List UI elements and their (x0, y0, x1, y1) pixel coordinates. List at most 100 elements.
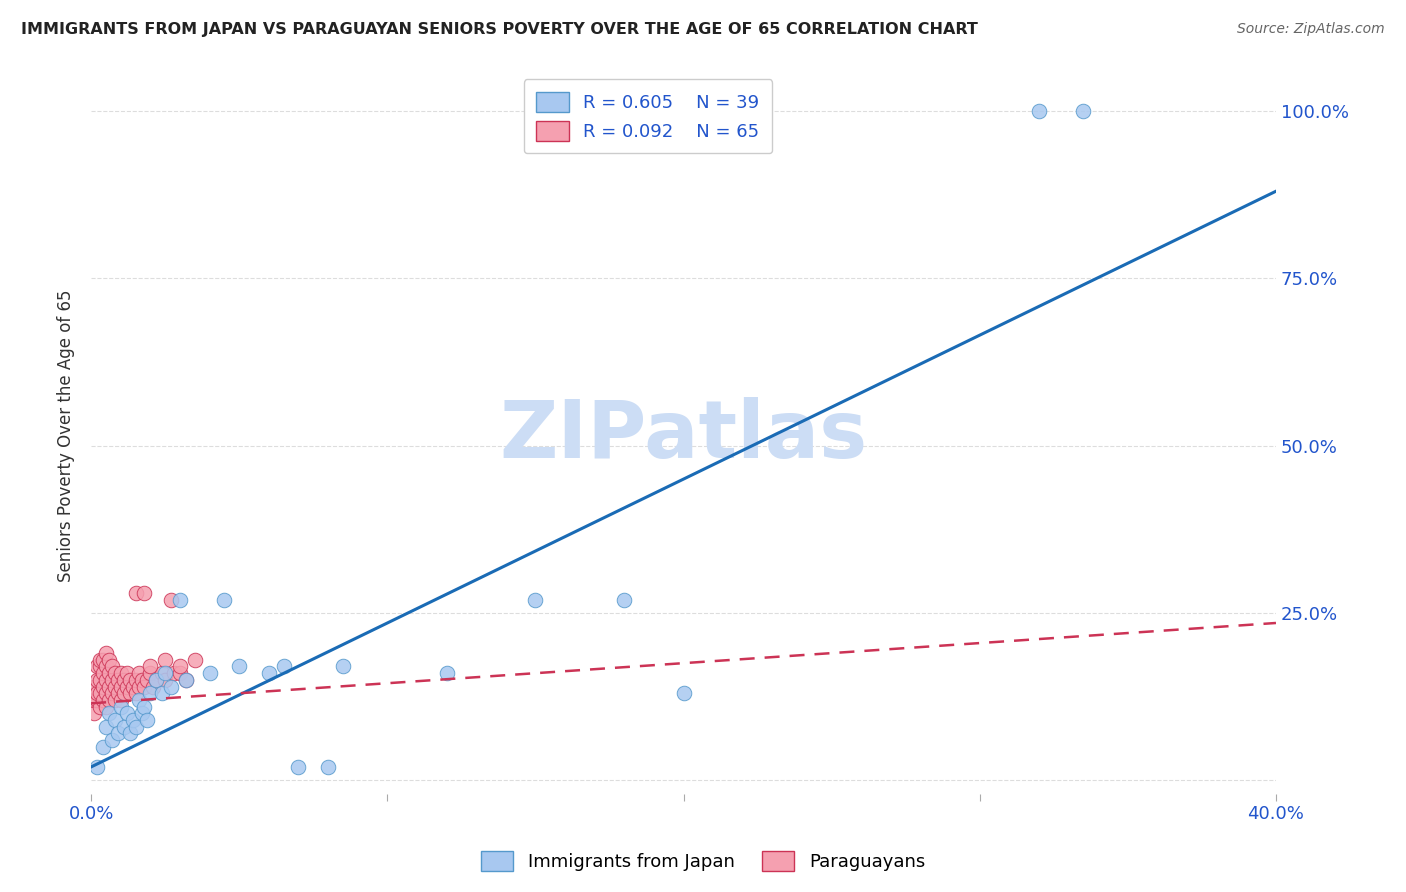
Point (83, 693, 105, 707)
Point (142, 680, 165, 694)
Point (83, 706, 105, 721)
Point (110, 693, 132, 707)
Point (94, 720, 117, 734)
Point (118, 726, 141, 740)
Text: ZIPatlas: ZIPatlas (499, 397, 868, 475)
Point (104, 680, 127, 694)
Point (160, 592, 183, 607)
Point (273, 659, 295, 673)
Point (160, 680, 183, 694)
Point (169, 666, 191, 681)
Point (94, 646, 117, 660)
Point (115, 680, 138, 694)
Point (124, 720, 146, 734)
Point (613, 592, 636, 607)
Point (97, 653, 120, 667)
Point (107, 673, 129, 687)
Point (174, 673, 197, 687)
Point (86, 760, 108, 774)
Point (169, 592, 191, 607)
Point (112, 720, 135, 734)
Point (214, 592, 236, 607)
Point (86, 673, 108, 687)
Point (89, 673, 111, 687)
Point (110, 699, 132, 714)
Point (257, 666, 280, 681)
Point (145, 673, 167, 687)
Point (150, 686, 173, 700)
Point (139, 686, 162, 700)
Point (118, 673, 141, 687)
Point (436, 666, 458, 681)
Point (672, 686, 695, 700)
Point (91, 666, 114, 681)
Point (86, 686, 108, 700)
Point (91, 680, 114, 694)
Point (169, 659, 191, 673)
Point (110, 666, 132, 681)
Point (128, 680, 150, 694)
Point (131, 706, 153, 721)
Point (287, 760, 309, 774)
Point (134, 680, 156, 694)
Point (89, 659, 111, 673)
Point (134, 699, 156, 714)
Y-axis label: Seniors Poverty Over the Age of 65: Seniors Poverty Over the Age of 65 (58, 289, 75, 582)
Point (101, 659, 124, 673)
Point (118, 686, 141, 700)
Point (153, 653, 176, 667)
Point (94, 699, 117, 714)
Point (101, 686, 124, 700)
Point (128, 666, 150, 681)
Text: Source: ZipAtlas.com: Source: ZipAtlas.com (1237, 22, 1385, 37)
Point (107, 726, 129, 740)
Point (91, 739, 114, 754)
Point (101, 673, 124, 687)
Point (153, 673, 176, 687)
Point (121, 713, 143, 727)
Point (139, 659, 162, 673)
Point (163, 666, 186, 681)
Point (101, 733, 124, 747)
Point (94, 673, 117, 687)
Point (316, 760, 339, 774)
Point (124, 686, 146, 700)
Legend: Immigrants from Japan, Paraguayans: Immigrants from Japan, Paraguayans (474, 844, 932, 879)
Point (89, 699, 111, 714)
Point (174, 673, 197, 687)
Point (83, 680, 105, 694)
Point (153, 666, 176, 681)
Point (97, 706, 120, 721)
Point (89, 653, 111, 667)
Point (104, 666, 127, 681)
Point (86, 693, 108, 707)
Text: IMMIGRANTS FROM JAPAN VS PARAGUAYAN SENIORS POVERTY OVER THE AGE OF 65 CORRELATI: IMMIGRANTS FROM JAPAN VS PARAGUAYAN SENI… (21, 22, 979, 37)
Point (115, 706, 138, 721)
Point (332, 659, 354, 673)
Point (1028, 103, 1050, 118)
Point (131, 673, 153, 687)
Point (97, 666, 120, 681)
Point (228, 659, 250, 673)
Point (97, 680, 120, 694)
Point (86, 659, 108, 673)
Point (524, 592, 547, 607)
Point (198, 666, 221, 681)
Legend: R = 0.605    N = 39, R = 0.092    N = 65: R = 0.605 N = 39, R = 0.092 N = 65 (524, 79, 772, 153)
Point (91, 693, 114, 707)
Point (128, 693, 150, 707)
Point (145, 673, 167, 687)
Point (104, 713, 127, 727)
Point (94, 659, 117, 673)
Point (124, 586, 146, 600)
Point (112, 686, 135, 700)
Point (110, 680, 132, 694)
Point (139, 666, 162, 681)
Point (121, 680, 143, 694)
Point (184, 653, 207, 667)
Point (731, 137, 754, 152)
Point (134, 586, 156, 600)
Point (112, 673, 135, 687)
Point (91, 653, 114, 667)
Point (1073, 103, 1095, 118)
